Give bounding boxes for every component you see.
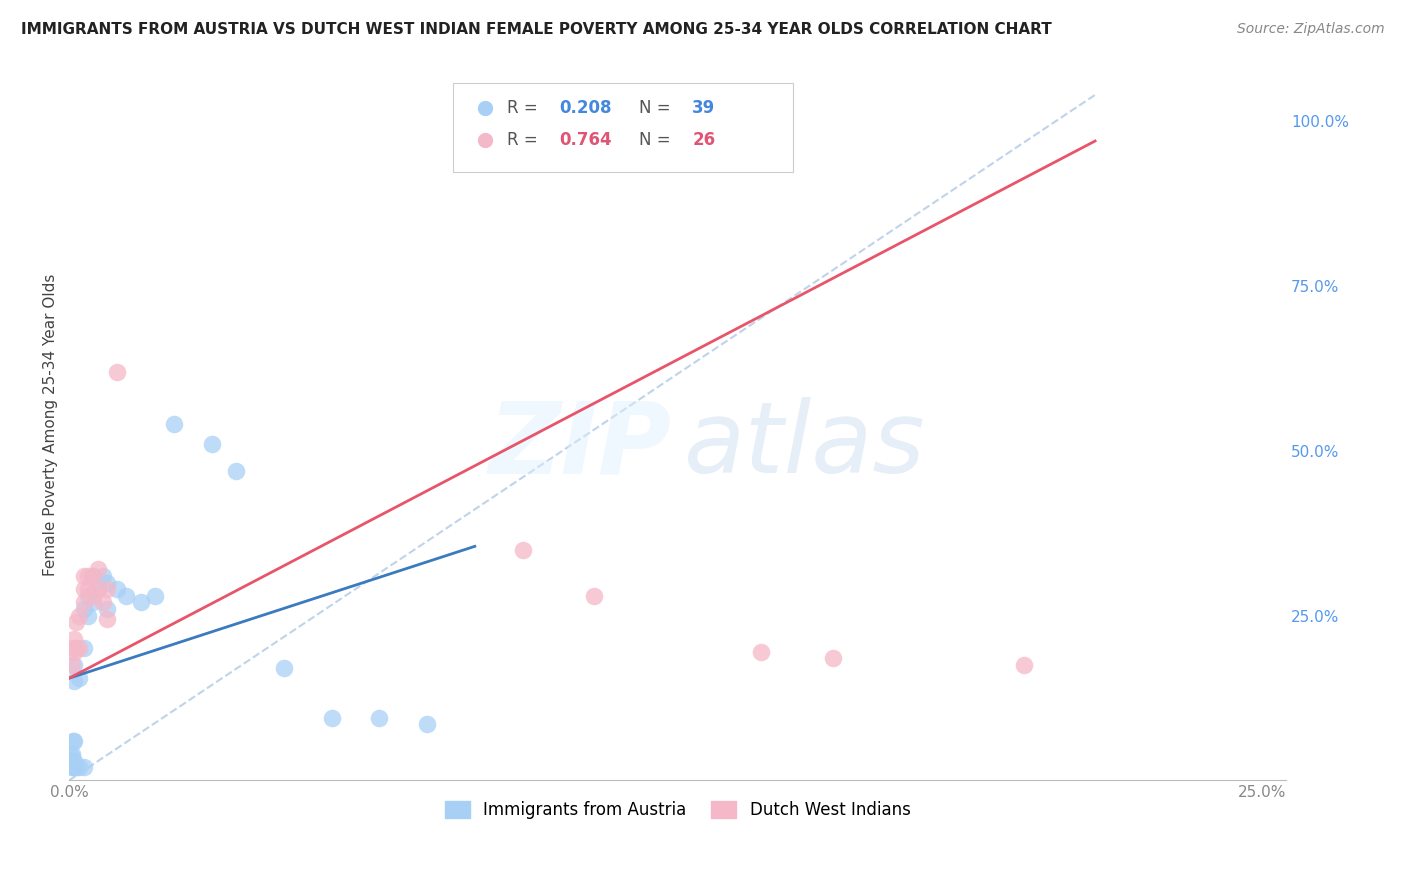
Point — [82, 569, 104, 583]
Point — [72, 569, 94, 583]
Point — [60, 760, 83, 774]
Text: IMMIGRANTS FROM AUSTRIA VS DUTCH WEST INDIAN FEMALE POVERTY AMONG 25-34 YEAR OLD: IMMIGRANTS FROM AUSTRIA VS DUTCH WEST IN… — [21, 22, 1052, 37]
Point — [63, 632, 86, 646]
Point — [62, 756, 84, 771]
Point — [67, 760, 90, 774]
Point — [67, 608, 90, 623]
Point — [368, 711, 391, 725]
Point — [143, 589, 166, 603]
Point — [63, 756, 86, 771]
Point — [1012, 657, 1035, 672]
Text: R =: R = — [508, 99, 543, 117]
Point — [96, 575, 118, 590]
Point — [63, 645, 86, 659]
Text: 26: 26 — [692, 131, 716, 149]
Point — [512, 542, 534, 557]
Point — [63, 674, 86, 689]
Point — [62, 733, 84, 747]
Point — [60, 754, 83, 768]
Point — [96, 602, 118, 616]
Point — [77, 582, 100, 597]
Point — [65, 641, 87, 656]
Point — [115, 589, 138, 603]
Point — [87, 582, 110, 597]
Point — [63, 760, 86, 774]
Point — [82, 595, 104, 609]
Text: 0.764: 0.764 — [560, 131, 612, 149]
Text: ZIP: ZIP — [488, 397, 672, 494]
Point — [91, 569, 114, 583]
Point — [65, 615, 87, 629]
Point — [821, 651, 844, 665]
Point — [583, 589, 606, 603]
Point — [60, 747, 83, 761]
Point — [416, 717, 439, 731]
Text: R =: R = — [508, 131, 543, 149]
Point — [72, 602, 94, 616]
Point — [105, 582, 128, 597]
Point — [62, 760, 84, 774]
Text: Source: ZipAtlas.com: Source: ZipAtlas.com — [1237, 22, 1385, 37]
Point — [67, 641, 90, 656]
Text: N =: N = — [638, 131, 675, 149]
Point — [96, 612, 118, 626]
FancyBboxPatch shape — [453, 83, 793, 172]
Text: 39: 39 — [692, 99, 716, 117]
Point — [129, 595, 152, 609]
Point — [60, 657, 83, 672]
Text: atlas: atlas — [683, 397, 925, 494]
Point — [321, 711, 343, 725]
Point — [77, 608, 100, 623]
Point — [225, 464, 247, 478]
Point — [63, 657, 86, 672]
Point — [163, 417, 186, 432]
Point — [82, 589, 104, 603]
Point — [273, 661, 295, 675]
Point — [65, 760, 87, 774]
Legend: Immigrants from Austria, Dutch West Indians: Immigrants from Austria, Dutch West Indi… — [439, 794, 917, 825]
Point — [67, 671, 90, 685]
Point — [91, 595, 114, 609]
Text: 0.208: 0.208 — [560, 99, 612, 117]
Point — [87, 582, 110, 597]
Point — [63, 733, 86, 747]
Point — [749, 645, 772, 659]
Y-axis label: Female Poverty Among 25-34 Year Olds: Female Poverty Among 25-34 Year Olds — [44, 273, 58, 575]
Point — [77, 589, 100, 603]
Point — [105, 365, 128, 379]
Point — [72, 760, 94, 774]
Point — [72, 595, 94, 609]
Point — [201, 437, 224, 451]
Point — [60, 750, 83, 764]
Point — [62, 641, 84, 656]
Point — [60, 756, 83, 771]
Point — [87, 562, 110, 576]
Point — [96, 582, 118, 597]
Text: N =: N = — [638, 99, 675, 117]
Point — [72, 641, 94, 656]
Point — [63, 754, 86, 768]
Point — [72, 582, 94, 597]
Point — [77, 569, 100, 583]
Point — [82, 569, 104, 583]
